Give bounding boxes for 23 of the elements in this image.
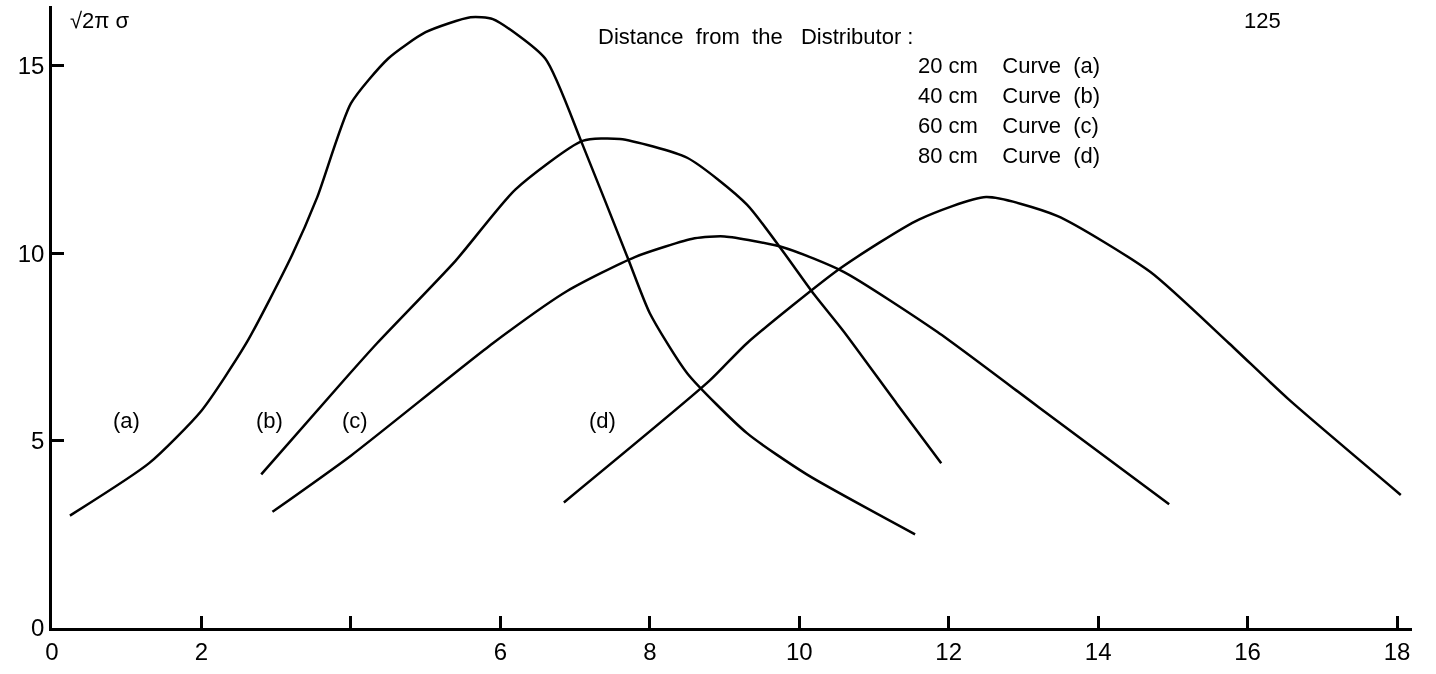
annotation: 60 cm Curve (c): [918, 113, 1099, 138]
y-tick-label: 0: [31, 614, 45, 642]
x-tick-label: 8: [643, 637, 657, 665]
annotation: (d): [589, 408, 616, 433]
y-tick-label: 5: [31, 427, 45, 455]
annotation: Distance from the Distributor :: [598, 24, 914, 49]
annotation: 40 cm Curve (b): [918, 83, 1101, 108]
x-tick-label: 12: [935, 637, 963, 665]
annotation: 20 cm Curve (a): [918, 53, 1101, 78]
x-tick-label: 14: [1084, 637, 1112, 665]
x-tick-label: 6: [493, 637, 508, 665]
x-tick-label: 16: [1234, 637, 1261, 665]
y-tick-label: 10: [17, 239, 45, 267]
y-axis-title: √2π σ: [70, 8, 130, 33]
x-tick-label: 2: [194, 637, 209, 665]
annotation: (a): [113, 408, 140, 433]
annotation: 125: [1244, 8, 1281, 33]
annotation: 80 cm Curve (d): [918, 143, 1101, 168]
x-tick-label: 10: [785, 637, 813, 665]
annotation: (c): [342, 408, 368, 433]
annotation: (b): [256, 408, 283, 433]
x-tick-label: 18: [1383, 637, 1411, 665]
y-tick-label: 15: [17, 52, 45, 80]
